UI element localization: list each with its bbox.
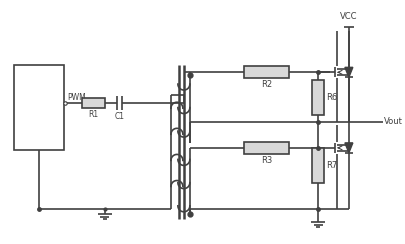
Bar <box>243 66 288 78</box>
Bar <box>311 80 323 114</box>
Text: R2: R2 <box>260 80 271 89</box>
Text: R6: R6 <box>325 93 337 102</box>
Polygon shape <box>344 143 352 153</box>
Text: VCC: VCC <box>339 12 357 21</box>
Text: C1: C1 <box>114 112 124 121</box>
Text: R1: R1 <box>88 110 98 119</box>
Text: R3: R3 <box>260 156 271 165</box>
Bar <box>14 65 64 150</box>
Text: IC: IC <box>34 113 43 123</box>
Text: R7: R7 <box>325 161 337 170</box>
Bar <box>81 98 105 108</box>
Bar <box>243 142 288 154</box>
Text: Vout: Vout <box>383 118 401 126</box>
Text: 电源: 电源 <box>33 92 45 102</box>
Text: PWM: PWM <box>67 93 86 102</box>
Bar <box>311 148 323 183</box>
Polygon shape <box>344 67 352 77</box>
